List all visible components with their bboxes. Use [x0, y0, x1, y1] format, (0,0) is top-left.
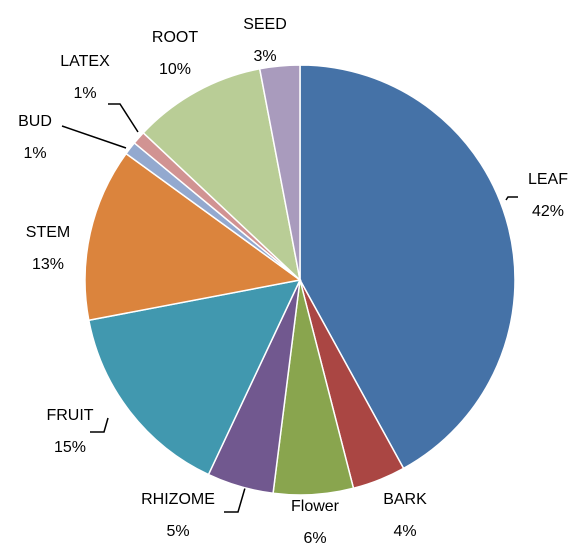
slice-value-label: 5% — [166, 523, 189, 540]
leader-line — [90, 417, 109, 433]
slice-label: BARK — [383, 491, 427, 508]
slice-value-label: 13% — [32, 256, 64, 273]
slice-value-label: 1% — [23, 145, 46, 162]
pie-slice — [299, 64, 516, 470]
slice-label: ROOT — [152, 29, 198, 46]
slice-label: BUD — [18, 113, 52, 130]
leader-lines — [61, 103, 518, 513]
slice-value-label: 3% — [253, 48, 276, 65]
slice-value-label: 4% — [393, 523, 416, 540]
pie-slice — [84, 152, 302, 322]
slice-value-label: 15% — [54, 439, 86, 456]
leader-line — [61, 125, 127, 149]
slice-label: RHIZOME — [141, 491, 215, 508]
slice-label: FRUIT — [46, 407, 93, 424]
slice-label: SEED — [243, 16, 287, 33]
pie-slice — [258, 64, 301, 281]
pie-slice — [87, 278, 302, 476]
slice-value-label: 10% — [159, 61, 191, 78]
leader-line — [224, 487, 246, 513]
slice-label: LATEX — [60, 53, 110, 70]
slice-label: LEAF — [528, 171, 568, 188]
slice-label: STEM — [26, 224, 70, 241]
slice-value-label: 6% — [303, 530, 326, 546]
leader-line — [505, 196, 518, 201]
slice-label: Flower — [291, 498, 340, 515]
leader-line — [108, 103, 139, 133]
pie-slice — [142, 67, 302, 283]
slice-value-label: 42% — [532, 203, 564, 220]
slice-value-label: 1% — [73, 85, 96, 102]
